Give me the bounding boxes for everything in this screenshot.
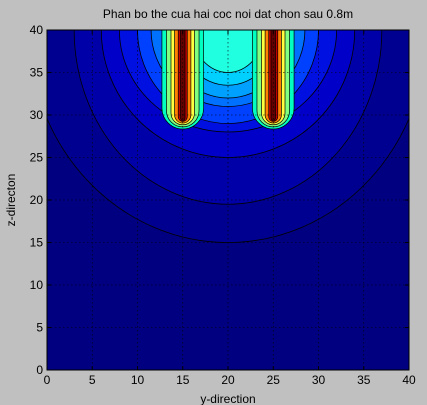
- y-tick-label: 35: [30, 66, 44, 80]
- y-tick-label: 5: [36, 321, 43, 335]
- contour-fills: [47, 30, 409, 243]
- x-tick-label: 10: [131, 373, 145, 387]
- chart-title: Phan bo the cua hai coc noi dat chon sau…: [103, 7, 353, 21]
- y-tick-label: 0: [36, 363, 43, 377]
- grid-lines: [47, 30, 409, 370]
- y-tick-label: 30: [30, 108, 44, 122]
- x-tick-label: 30: [312, 373, 326, 387]
- x-tick-label: 35: [357, 373, 371, 387]
- y-axis: 0 5 10 15 20 25 30 35 40: [30, 23, 409, 377]
- x-tick-label: 25: [267, 373, 281, 387]
- x-tick-label: 20: [221, 373, 235, 387]
- y-axis-label: z-directon: [4, 174, 18, 227]
- y-tick-label: 25: [30, 151, 44, 165]
- y-tick-label: 10: [30, 278, 44, 292]
- x-tick-label: 40: [402, 373, 416, 387]
- x-axis-label: y-direction: [200, 392, 255, 405]
- x-axis: 0 5 10 15 20 25 30 35 40: [44, 30, 416, 387]
- x-tick-label: 15: [176, 373, 190, 387]
- x-tick-label: 5: [89, 373, 96, 387]
- y-tick-label: 15: [30, 236, 44, 250]
- y-tick-label: 20: [30, 193, 44, 207]
- x-tick-label: 0: [44, 373, 51, 387]
- y-tick-label: 40: [30, 23, 44, 37]
